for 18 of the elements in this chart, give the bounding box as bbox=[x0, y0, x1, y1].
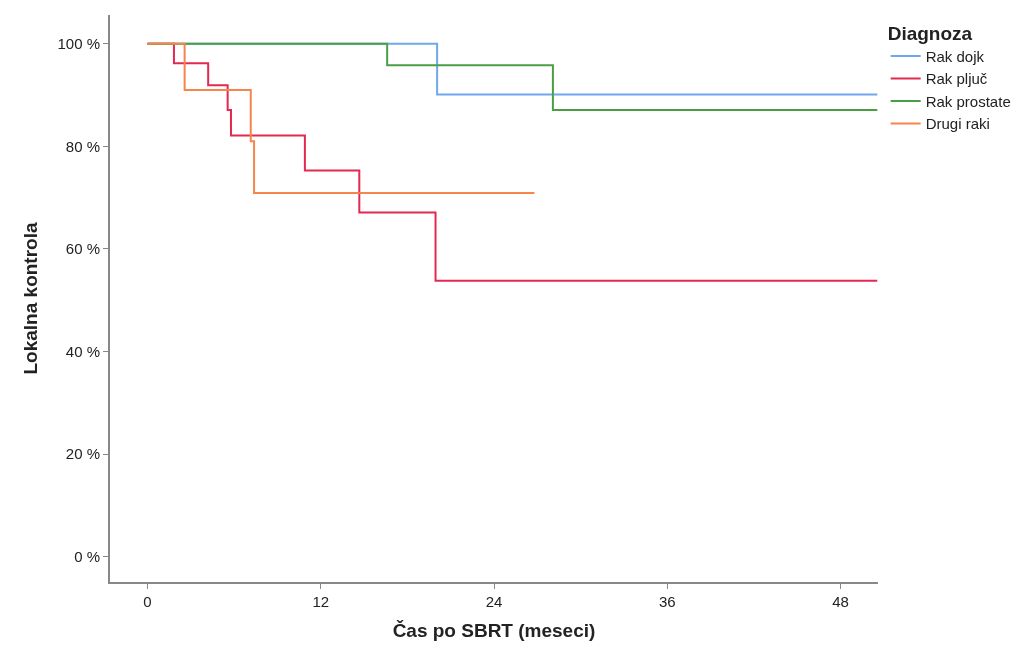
y-tick-label: 20 % bbox=[65, 445, 100, 463]
legend-label: Rak dojk bbox=[925, 47, 985, 65]
y-tick-label: 40 % bbox=[65, 342, 100, 360]
x-axis-title: Čas po SBRT (meseci) bbox=[392, 620, 596, 642]
y-tick-label: 80 % bbox=[65, 137, 100, 155]
x-tick-label: 0 bbox=[143, 593, 152, 610]
y-tick-label: 0 % bbox=[74, 548, 100, 566]
legend-label: Rak pljuč bbox=[925, 70, 988, 88]
y-tick-label: 60 % bbox=[65, 240, 100, 258]
x-tick-label: 36 bbox=[658, 593, 676, 610]
legend-title: Diagnoza bbox=[887, 22, 973, 44]
legend-label: Drugi raki bbox=[925, 115, 990, 133]
legend-label: Rak prostate bbox=[925, 92, 1011, 110]
x-tick-label: 48 bbox=[832, 593, 849, 610]
x-tick-label: 12 bbox=[312, 593, 330, 610]
y-axis-title: Lokalna kontrola bbox=[19, 222, 41, 375]
y-tick-label: 100 % bbox=[57, 34, 100, 52]
x-tick-label: 24 bbox=[485, 593, 503, 610]
